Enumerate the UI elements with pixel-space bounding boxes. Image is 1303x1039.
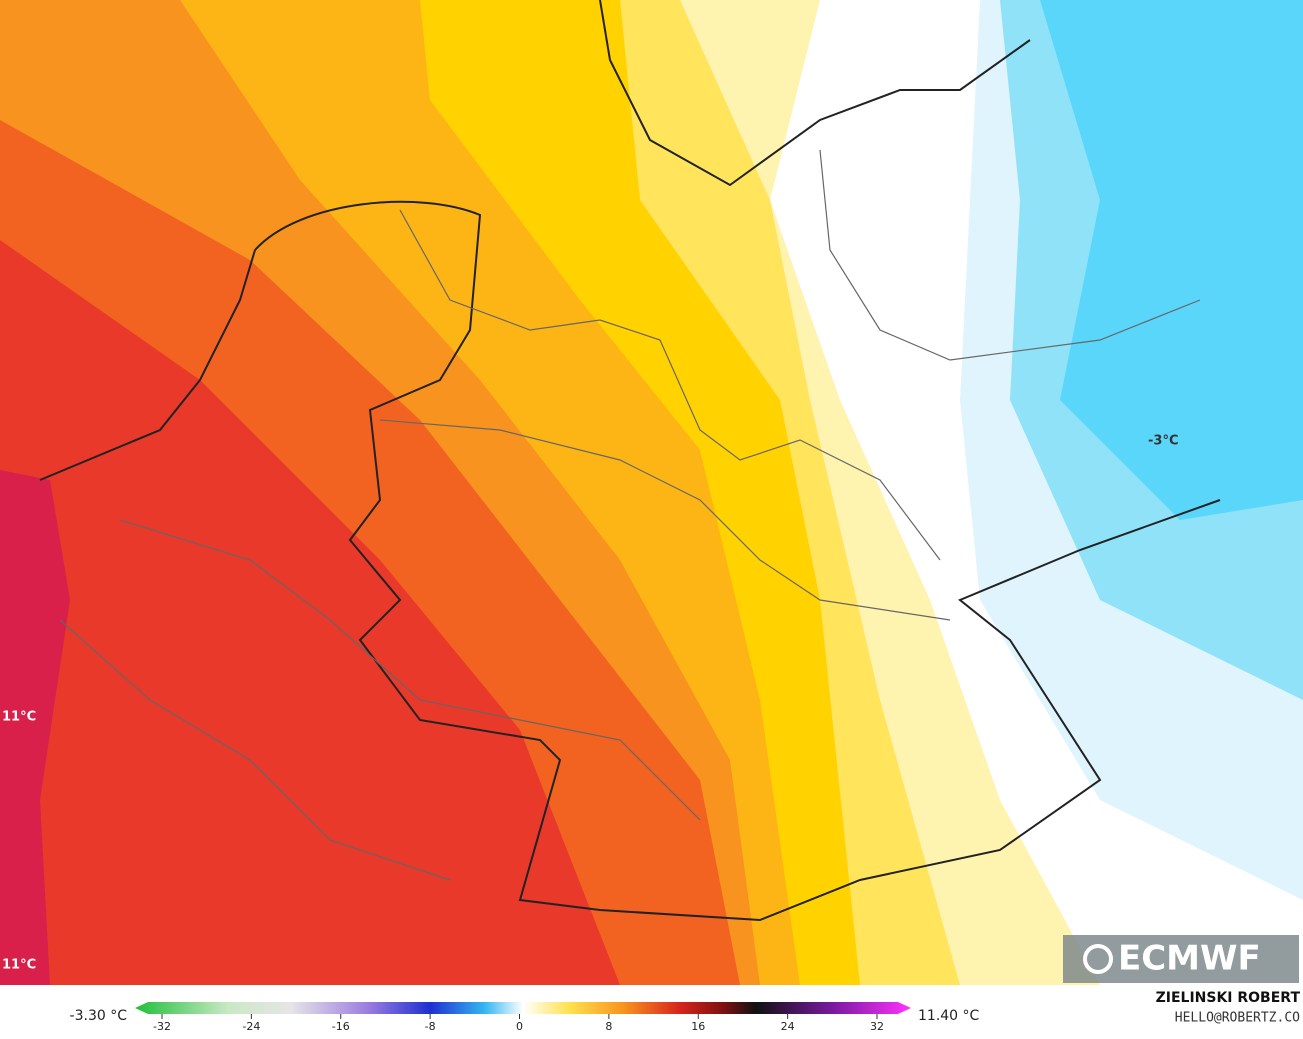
- colorbar-tick-label: 24: [781, 1020, 795, 1033]
- isotherm-label: 11°C: [2, 710, 36, 725]
- logo-box: [1063, 935, 1299, 983]
- colorbar-tick-label: 0: [516, 1020, 523, 1033]
- logo-text: ECMWF: [1118, 939, 1261, 979]
- credit-contact: HELLO@ROBERTZ.CO: [1175, 1011, 1300, 1026]
- colorbar-tick-label: -8: [425, 1020, 436, 1033]
- borders: [39, 0, 1221, 922]
- colorbar-tick-label: 8: [605, 1020, 612, 1033]
- colorbar-min-label: -3.30 °C: [70, 1008, 128, 1024]
- colorbar: -3.30 °C 11.40 °C ZIELINSKI ROBERT HELLO…: [0, 985, 1303, 1035]
- credit-author: ZIELINSKI ROBERT: [1156, 990, 1301, 1006]
- temperature-field: [0, 0, 1303, 985]
- map-labels: 11°C 11°C -3°C: [2, 434, 1178, 973]
- colorbar-max-label: 11.40 °C: [918, 1008, 980, 1024]
- colorbar-tick-label: -32: [153, 1020, 171, 1033]
- isotherm-label: -3°C: [1148, 434, 1178, 449]
- colorbar-tick-label: -16: [332, 1020, 350, 1033]
- colorbar-tick-label: -24: [242, 1020, 260, 1033]
- regions: [59, 149, 1201, 881]
- colorbar-tick-label: 16: [691, 1020, 705, 1033]
- logo: ECMWF: [1063, 935, 1299, 983]
- logo-icon: [1083, 944, 1113, 974]
- isotherm-label: 11°C: [2, 958, 36, 973]
- colorbar-scale: [135, 1002, 911, 1014]
- colorbar-tick-label: 32: [870, 1020, 884, 1033]
